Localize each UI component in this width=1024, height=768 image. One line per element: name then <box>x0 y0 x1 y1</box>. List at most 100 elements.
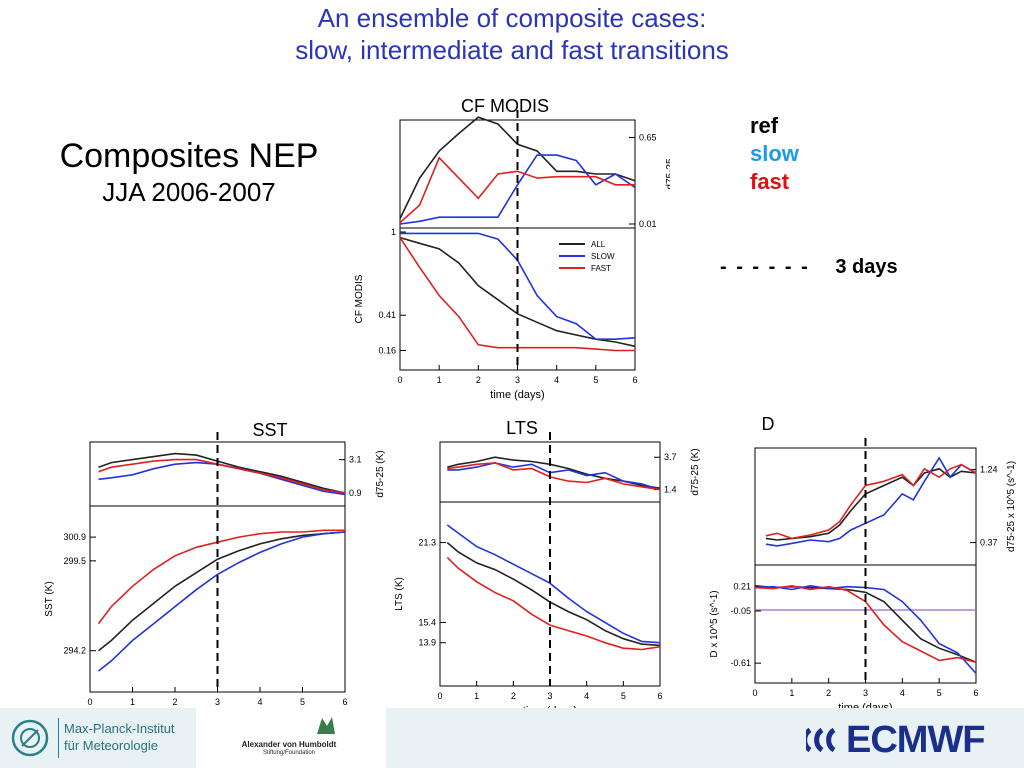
y-tick-label: 294.2 <box>63 646 86 656</box>
chart-cf-modis: CF MODIS 0.01 0.65 d75-25 0.16 0.41 1 CF MODIS 0… <box>354 96 670 401</box>
series-line-slow <box>98 461 346 496</box>
slide-title: An ensemble of composite cases: slow, in… <box>0 2 1024 66</box>
x-tick-label: 4 <box>584 691 589 701</box>
series-line-all <box>765 467 977 541</box>
x-tick-label: 0 <box>87 697 92 707</box>
y-tick-label: 0.16 <box>378 345 396 355</box>
x-tick-label: 5 <box>621 691 626 701</box>
y-tick-label: 1.24 <box>980 465 998 475</box>
legend-label: FAST <box>591 264 611 273</box>
x-tick-label: 0 <box>397 375 402 385</box>
y-tick-label: 299.5 <box>63 556 86 566</box>
series-line-slow <box>446 524 661 644</box>
y-axis-label: D x 10^5 (s^-1) <box>709 590 720 657</box>
key-ref: ref <box>750 113 779 138</box>
y-tick-label: 0.9 <box>349 488 362 498</box>
y-tick-label: -0.05 <box>730 606 751 616</box>
chart-title: D <box>762 414 775 434</box>
y-tick-label: 13.9 <box>418 638 436 648</box>
series-line-all <box>98 531 346 652</box>
dash-key: - - - - - - 3 days <box>720 256 898 279</box>
mpi-emblem-icon <box>11 719 49 757</box>
series-line-all <box>754 585 977 663</box>
y-axis-label: d75-25 x 10^5 (s^-1) <box>1006 461 1017 552</box>
x-tick-label: 3 <box>515 375 520 385</box>
mpi-divider <box>58 718 59 758</box>
title-line-2: slow, intermediate and fast transitions <box>295 35 729 65</box>
series-line-fast <box>98 458 346 494</box>
series-line-fast <box>399 156 635 224</box>
subtitle-period: JJA 2006-2007 <box>102 177 276 207</box>
series-line-fast <box>97 529 345 625</box>
x-tick-label: 2 <box>511 691 516 701</box>
dash-key-label: 3 days <box>835 256 898 278</box>
series-line-all <box>399 116 636 219</box>
y-axis-label: d75-25 <box>665 158 670 190</box>
y-tick-label: 0.01 <box>639 219 657 229</box>
color-key: ref slow fast <box>750 112 799 196</box>
x-tick-label: 4 <box>900 688 905 698</box>
chart-title: SST <box>252 420 287 440</box>
series-line-fast <box>446 556 661 651</box>
humboldt-name-line-2: Stiftung/Foundation <box>262 750 316 756</box>
y-tick-label: 0.65 <box>639 133 657 143</box>
x-tick-label: 1 <box>130 697 135 707</box>
x-tick-label: 3 <box>215 697 220 707</box>
chart-title: CF MODIS <box>461 96 549 116</box>
ecmwf-waves-icon <box>806 727 836 753</box>
y-tick-label: 0.41 <box>378 310 396 320</box>
y-tick-label: 3.7 <box>664 452 677 462</box>
y-tick-label: 0.37 <box>980 538 998 548</box>
x-tick-label: 6 <box>973 688 978 698</box>
y-tick-label: 15.4 <box>418 617 436 627</box>
y-axis-label: CF MODIS <box>354 274 365 323</box>
x-axis-label: time (days) <box>490 389 544 401</box>
x-tick-label: 3 <box>863 688 868 698</box>
legend-label: SLOW <box>591 252 615 261</box>
title-line-1: An ensemble of composite cases: <box>317 3 707 33</box>
x-tick-label: 2 <box>476 375 481 385</box>
x-tick-label: 6 <box>632 375 637 385</box>
x-tick-label: 6 <box>342 697 347 707</box>
x-tick-label: 5 <box>593 375 598 385</box>
humboldt-logo: Alexander von Humboldt Stiftung/Foundati… <box>196 708 386 768</box>
y-axis-label: SST (K) <box>44 581 55 616</box>
series-line-slow <box>447 462 661 491</box>
legend-label: ALL <box>591 240 606 249</box>
y-tick-label: 0.21 <box>733 582 751 592</box>
subtitle-block: Composites NEP JJA 2006-2007 <box>14 136 364 208</box>
x-tick-label: 2 <box>826 688 831 698</box>
x-tick-label: 4 <box>257 697 262 707</box>
x-tick-label: 0 <box>437 691 442 701</box>
key-slow: slow <box>750 141 799 166</box>
x-tick-label: 2 <box>172 697 177 707</box>
footer: Max-Planck-Institut für Meteorologie Ale… <box>0 708 1024 768</box>
series-line-slow <box>399 154 636 225</box>
x-tick-label: 4 <box>554 375 559 385</box>
series-line-all <box>446 541 661 647</box>
subtitle: Composites NEP <box>59 137 319 175</box>
y-tick-label: 21.3 <box>418 538 436 548</box>
y-tick-label: -0.61 <box>730 658 751 668</box>
y-tick-label: 3.1 <box>349 455 362 465</box>
mpi-name-line-1: Max-Planck-Institut <box>64 721 175 736</box>
key-fast: fast <box>750 169 790 194</box>
y-tick-label: 300.9 <box>63 532 86 542</box>
mpi-name: Max-Planck-Institut für Meteorologie <box>64 720 175 754</box>
humboldt-emblem-icon <box>317 717 335 734</box>
y-axis-label: d75-25 (K) <box>690 448 701 495</box>
ecmwf-wordmark: ECMWF <box>846 719 986 761</box>
y-tick-label: 1.4 <box>664 485 677 495</box>
chart-title: LTS <box>506 418 538 438</box>
humboldt-name-line-1: Alexander von Humboldt <box>241 740 337 749</box>
x-tick-label: 1 <box>789 688 794 698</box>
y-axis-label: d75-25 (K) <box>375 450 386 497</box>
y-axis-label: LTS (K) <box>394 577 405 611</box>
x-tick-label: 0 <box>752 688 757 698</box>
x-tick-label: 1 <box>437 375 442 385</box>
mpi-name-line-2: für Meteorologie <box>64 738 158 753</box>
series-line-fast <box>765 463 977 540</box>
mpi-logo <box>10 718 50 758</box>
chart-divergence: D 0.37 1.24 d75-25 x 10^5 (s^-1) -0.61 -0.05 0… <box>709 414 1017 714</box>
chart-sst: SST 0.9 3.1 d75-25 (K) 294.2 299.5 300.9 SST (K… <box>44 420 386 722</box>
